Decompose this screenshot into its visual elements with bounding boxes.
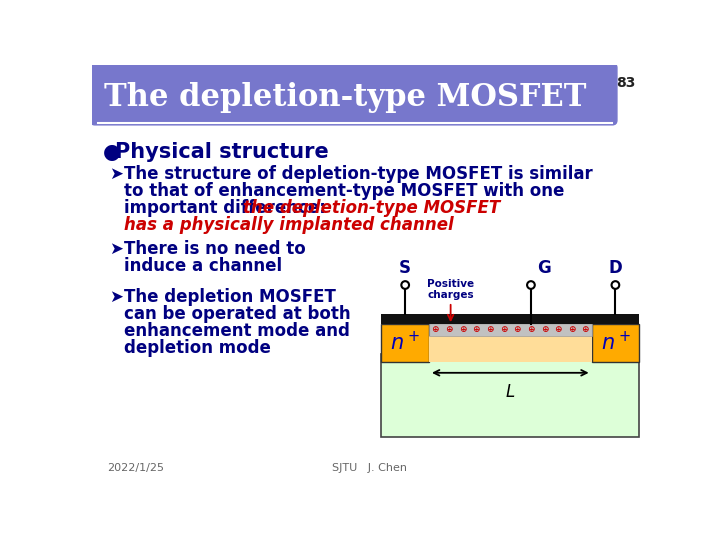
Text: ⊕: ⊕ (541, 325, 548, 334)
Bar (429, 323, 592, 336)
Text: $\mathit{n}^+$: $\mathit{n}^+$ (600, 331, 630, 354)
Circle shape (527, 281, 535, 289)
Bar (382, 323, 429, 362)
Text: ⊕: ⊕ (472, 325, 480, 334)
Text: important difference:: important difference: (124, 199, 332, 217)
Text: L: L (505, 383, 515, 401)
Bar (592, 314, 639, 323)
Text: ⊕: ⊕ (486, 325, 494, 334)
Circle shape (401, 281, 409, 289)
FancyBboxPatch shape (90, 63, 617, 125)
Text: to that of enhancement-type MOSFET with one: to that of enhancement-type MOSFET with … (124, 182, 564, 200)
Text: has a physically implanted channel: has a physically implanted channel (124, 215, 454, 234)
Text: can be operated at both: can be operated at both (124, 305, 351, 323)
Bar (592, 323, 639, 362)
Bar (382, 314, 429, 323)
Text: enhancement mode and: enhancement mode and (124, 322, 350, 340)
Text: ⊕: ⊕ (500, 325, 507, 334)
Text: 2022/1/25: 2022/1/25 (107, 463, 164, 473)
Text: SJTU   J. Chen: SJTU J. Chen (331, 463, 407, 473)
Bar (429, 336, 592, 362)
Text: ⊕: ⊕ (554, 325, 562, 334)
Text: ➤: ➤ (109, 165, 122, 183)
Text: The depletion-type MOSFET: The depletion-type MOSFET (104, 82, 587, 113)
Bar (429, 314, 592, 323)
FancyBboxPatch shape (86, 59, 652, 487)
Text: There is no need to: There is no need to (124, 240, 306, 258)
Text: ⊕: ⊕ (568, 325, 575, 334)
Text: Physical structure: Physical structure (115, 142, 328, 162)
Text: ⊕: ⊕ (459, 325, 467, 334)
Bar (382, 354, 639, 437)
Text: ⊕: ⊕ (431, 325, 439, 334)
Text: The structure of depletion-type MOSFET is similar: The structure of depletion-type MOSFET i… (124, 165, 593, 183)
Text: The depletion MOSFET: The depletion MOSFET (124, 288, 336, 306)
Text: G: G (537, 259, 551, 278)
Text: S: S (399, 259, 411, 278)
Text: 83: 83 (616, 76, 636, 90)
Text: the depletion-type MOSFET: the depletion-type MOSFET (243, 199, 500, 217)
Text: ➤: ➤ (109, 288, 122, 306)
Text: induce a channel: induce a channel (124, 257, 282, 275)
Text: D: D (608, 259, 622, 278)
Text: Positive
charges: Positive charges (427, 279, 474, 300)
Text: ⊕: ⊕ (582, 325, 589, 334)
Text: ⊕: ⊕ (513, 325, 521, 334)
Text: ➤: ➤ (109, 240, 122, 258)
Text: ●: ● (102, 142, 121, 162)
Text: $\mathit{n}^+$: $\mathit{n}^+$ (390, 331, 420, 354)
Text: ⊕: ⊕ (527, 325, 534, 334)
Text: ⊕: ⊕ (445, 325, 453, 334)
Circle shape (611, 281, 619, 289)
Text: depletion mode: depletion mode (124, 339, 271, 357)
